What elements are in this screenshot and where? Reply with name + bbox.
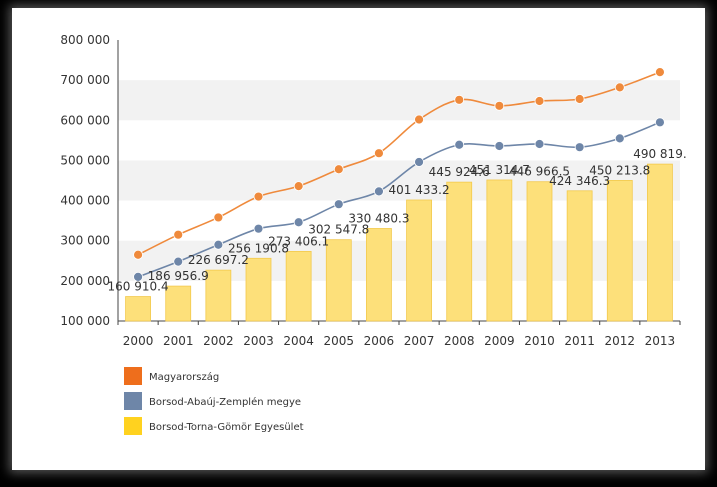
bar	[486, 179, 513, 322]
x-tick-label: 2009	[484, 334, 515, 348]
series-point	[293, 217, 304, 228]
bar	[647, 163, 673, 322]
bar-data-label: 186 956.9	[148, 269, 209, 283]
bar	[366, 228, 392, 322]
bar-data-label: 451 314.7	[469, 163, 530, 177]
series-point	[414, 157, 424, 167]
y-tick-label: 300 000	[60, 234, 110, 248]
series-point	[574, 94, 585, 104]
bar-series	[125, 163, 673, 322]
bar	[205, 269, 232, 322]
legend-swatch	[124, 417, 142, 435]
legend-label: Magyarország	[149, 371, 219, 383]
series-point	[133, 249, 143, 260]
x-tick-label: 2012	[605, 334, 636, 348]
bar-data-label: 445 924.6	[429, 165, 490, 179]
bar	[526, 181, 553, 322]
series-point	[414, 114, 424, 125]
x-tick-label: 2004	[283, 334, 314, 348]
chart: 800 000 700 000 600 000 500 000 400 000 300 0…	[60, 33, 687, 435]
bar-data-label: 450 213.8	[589, 163, 650, 177]
bar	[566, 190, 593, 322]
series-point	[333, 164, 344, 175]
series-point	[494, 100, 505, 111]
bar	[165, 285, 192, 322]
bar-data-label: 490 819.	[633, 147, 686, 161]
series-point	[213, 212, 224, 223]
grid-band	[118, 80, 680, 121]
x-tick-label: 2001	[163, 334, 194, 348]
bar-data-label: 160 910.4	[108, 280, 169, 294]
series-point	[133, 271, 143, 282]
y-tick-label: 400 000	[60, 194, 110, 208]
bar	[446, 181, 473, 322]
legend-label: Borsod-Abaúj-Zemplén megye	[149, 396, 301, 408]
bar	[606, 180, 633, 322]
series-point	[494, 141, 505, 151]
legend: Magyarország Borsod-Abaúj-Zemplén megye Bo…	[124, 367, 304, 435]
x-tick-label: 2006	[364, 334, 395, 348]
x-tick-label: 2000	[123, 334, 154, 348]
bar-data-label: 424 346.3	[549, 174, 610, 188]
series-point	[293, 181, 304, 192]
y-tick-labels: 800 000 700 000 600 000 500 000 400 000 300 0…	[60, 33, 110, 328]
y-tick-label: 700 000	[60, 73, 110, 87]
y-tick-label: 100 000	[60, 314, 110, 328]
bar-data-label: 401 433.2	[389, 183, 450, 197]
y-tick-label: 500 000	[60, 153, 110, 167]
series-point	[534, 96, 545, 106]
series-point	[534, 139, 545, 149]
x-tick-label: 2002	[203, 334, 234, 348]
line-series	[133, 67, 665, 282]
x-tick-label: 2013	[645, 334, 676, 348]
series-point	[454, 139, 465, 150]
x-tick-label: 2007	[404, 334, 435, 348]
bar	[285, 250, 312, 322]
series-point	[333, 199, 344, 210]
bar-data-label: 446 966.5	[509, 165, 570, 179]
series-point	[173, 256, 184, 267]
series-point	[454, 94, 465, 105]
series-point	[213, 239, 224, 250]
bar	[245, 257, 272, 322]
x-tick-label: 2005	[324, 334, 355, 348]
x-tick-label: 2010	[524, 334, 555, 348]
x-tick-labels: 2000 2001 2002 2003 2004 2005 2006 2007 2008 2009…	[123, 334, 675, 348]
bar-data-label: 273 406.1	[268, 234, 329, 248]
y-tick-label: 800 000	[60, 33, 110, 47]
series-point	[574, 142, 585, 153]
series-point	[655, 67, 665, 78]
bar	[406, 199, 432, 322]
x-tick-label: 2011	[564, 334, 595, 348]
series-point	[614, 133, 625, 144]
bar-data-label: 226 697.2	[188, 253, 249, 267]
series-point	[253, 191, 264, 202]
series-point	[173, 229, 184, 240]
series-point	[374, 148, 384, 159]
y-tick-label: 200 000	[60, 274, 110, 288]
series-point	[374, 186, 384, 197]
y-tick-label: 600 000	[60, 113, 110, 127]
legend-swatch	[124, 367, 142, 385]
x-tick-label: 2008	[444, 334, 475, 348]
x-tick-label: 2003	[243, 334, 274, 348]
bar	[325, 239, 352, 322]
legend-label: Borsod-Torna-Gömör Egyesület	[149, 422, 304, 433]
chart-card: 800 000 700 000 600 000 500 000 400 000 300 0…	[12, 8, 705, 470]
legend-swatch	[124, 392, 142, 410]
bar	[125, 296, 151, 322]
series-point	[655, 117, 665, 128]
bar-data-label: 330 480.3	[348, 211, 409, 225]
bar-data-label: 302 547.8	[308, 223, 369, 237]
bar-data-label: 256 190.8	[228, 241, 289, 255]
series-point	[253, 223, 264, 234]
series-point	[614, 82, 625, 93]
